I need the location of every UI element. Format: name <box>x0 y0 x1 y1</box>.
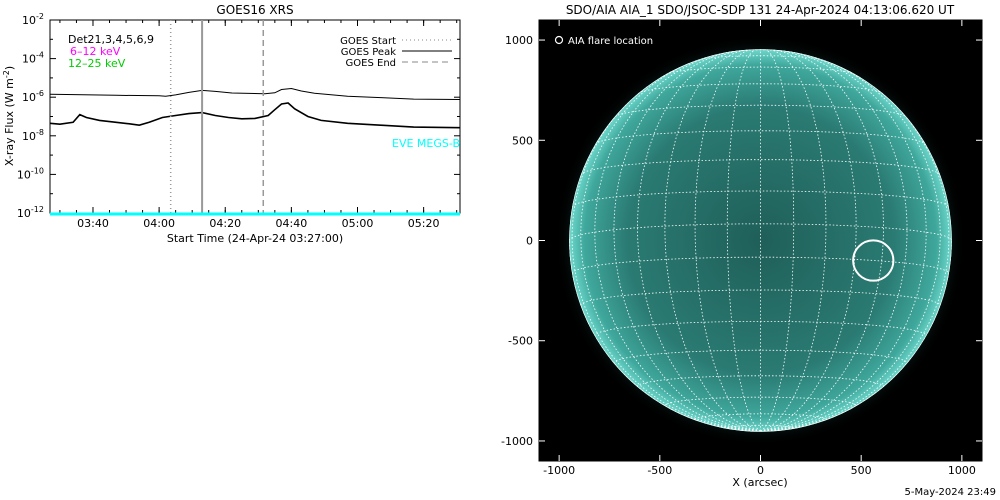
grid-parallel <box>613 349 908 364</box>
goes-series-2-line <box>49 102 461 129</box>
grid-parallel <box>580 289 941 306</box>
grid-meridian <box>580 55 761 432</box>
grid-meridian <box>594 51 761 432</box>
goes-xtick-label: 04:20 <box>209 217 241 230</box>
grid-meridian <box>571 70 761 432</box>
aia-xtick-label: -1000 <box>543 464 575 477</box>
goes-xlabel: Start Time (24-Apr-24 03:27:00) <box>167 232 343 245</box>
goes-title: GOES16 XRS <box>216 3 293 17</box>
band-12-25-label: 12–25 keV <box>68 57 126 70</box>
grid-parallel <box>571 256 950 274</box>
legend-label: GOES End <box>346 58 396 69</box>
aia-xlabel: X (arcsec) <box>732 476 787 489</box>
grid-parallel <box>666 66 855 75</box>
goes-ytick-label: 10-12 <box>17 205 44 220</box>
timestamp-footer: 5-May-2024 23:49 <box>904 487 996 498</box>
goes-series-1-line <box>49 87 461 100</box>
goes-ytick-label: 10-8 <box>22 128 44 143</box>
grid-parallel <box>614 104 907 118</box>
grid-meridian <box>760 51 927 432</box>
grid-meridian <box>637 49 761 432</box>
grid-meridian <box>726 49 761 432</box>
aia-xtick-label: 1000 <box>948 464 976 477</box>
goes-ylabel: X-ray Flux (W m-2) <box>2 66 16 166</box>
grid-meridian <box>694 49 761 432</box>
goes-xtick-label: 05:20 <box>408 217 440 230</box>
grid-meridian <box>613 49 761 432</box>
legend-label: GOES Peak <box>341 47 396 58</box>
goes-ytick-label: 10-6 <box>22 89 44 104</box>
grid-meridian <box>760 55 941 432</box>
grid-meridian <box>760 240 952 432</box>
grid-meridian <box>664 49 761 432</box>
aia-ytick-label: -500 <box>508 335 533 348</box>
grid-parallel <box>594 320 927 337</box>
goes-xtick-label: 04:40 <box>276 217 308 230</box>
grid-parallel <box>569 223 952 241</box>
goes-xtick-label: 04:00 <box>143 217 175 230</box>
grid-meridian <box>569 240 761 432</box>
aia-ytick-label: 1000 <box>505 34 533 47</box>
grid-parallel <box>694 413 827 420</box>
goes-ytick-label: 10-2 <box>22 12 44 27</box>
goes-xtick-label: 05:00 <box>342 217 374 230</box>
eve-megs-b-label: EVE MEGS-B <box>392 137 460 150</box>
aia-xtick-label: 0 <box>757 464 764 477</box>
grid-meridian <box>760 70 950 432</box>
flare-location-marker <box>852 239 895 282</box>
flare-legend-label: AIA flare location <box>568 36 653 47</box>
solar-disk <box>569 49 952 432</box>
flare-legend-symbol <box>554 35 564 45</box>
heliographic-grid <box>569 49 952 432</box>
goes-ytick-label: 10-10 <box>17 166 44 181</box>
grid-parallel <box>571 190 950 208</box>
band-6-12-label: 6–12 keV <box>70 45 121 58</box>
grid-parallel <box>726 424 795 429</box>
goes-xtick-label: 03:40 <box>77 217 109 230</box>
grid-parallel <box>696 55 825 61</box>
detector-label: Det21,3,4,5,6,9 <box>68 33 154 46</box>
grid-parallel <box>637 83 884 94</box>
aia-xtick-label: 500 <box>851 464 872 477</box>
aia-ytick-label: 0 <box>526 235 533 248</box>
aia-ytick-label: 500 <box>512 134 533 147</box>
goes-ytick-label: 10-4 <box>22 51 44 66</box>
grid-meridian <box>760 49 908 432</box>
legend-label: GOES Start <box>340 36 396 47</box>
grid-meridian <box>760 49 857 432</box>
aia-ytick-label: -1000 <box>501 435 533 448</box>
grid-meridian <box>760 49 795 432</box>
aia-title: SDO/AIA AIA_1 SDO/JSOC-SDP 131 24-Apr-20… <box>566 3 955 17</box>
grid-meridian <box>760 49 884 432</box>
aia-xtick-label: -500 <box>647 464 672 477</box>
grid-meridian <box>760 49 827 432</box>
